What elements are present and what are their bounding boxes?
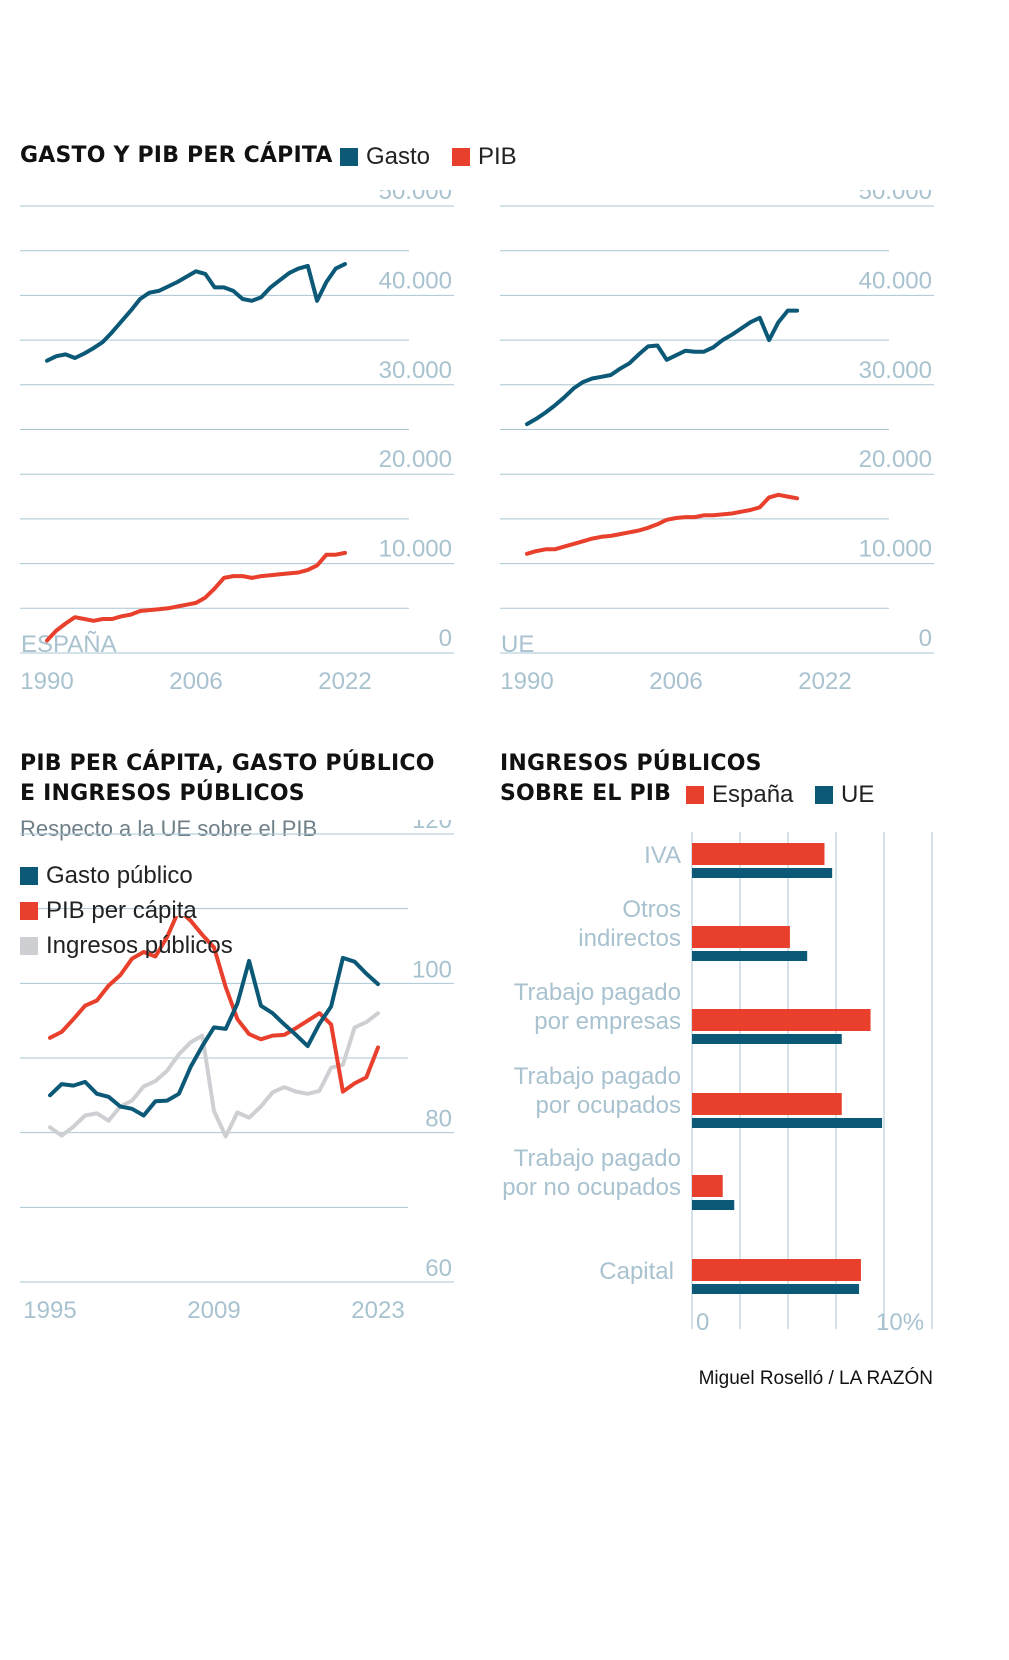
- category-label: por no ocupados: [502, 1174, 681, 1201]
- x-tick-label: 1995: [23, 1297, 76, 1324]
- y-tick-label: 10.000: [859, 536, 932, 563]
- relative-to-eu-chart: 60 80 100 120 1995 2009 2023: [20, 820, 454, 1324]
- y-tick-label: 20.000: [379, 446, 452, 473]
- y-tick-label: 20.000: [859, 446, 932, 473]
- y-tick-label: 0: [919, 625, 932, 652]
- legend-espana: España: [686, 781, 793, 809]
- legend-pib-per-capita: PIB per cápita: [20, 897, 197, 925]
- credit: Miguel Roselló / LA RAZÓN: [698, 1368, 933, 1389]
- y-tick-label: 60: [425, 1255, 452, 1282]
- pib-swatch-icon: [452, 148, 470, 166]
- legend-gasto-publico: Gasto público: [20, 862, 193, 890]
- x-tick-label: 2009: [187, 1297, 240, 1324]
- gasto-line: [45, 262, 347, 363]
- y-tick-label: 120: [412, 820, 452, 834]
- x-tick-label: 10%: [876, 1309, 924, 1336]
- gasto-line: [525, 308, 800, 427]
- ue-bar: [692, 868, 833, 878]
- ue-bar: [692, 951, 808, 961]
- legend-gasto-publico-label: Gasto público: [46, 862, 193, 889]
- y-tick-label: 10.000: [379, 536, 452, 563]
- pib-line: [525, 492, 800, 556]
- y-tick-label: 50.000: [859, 190, 932, 205]
- legend-ingresos-publicos-label: Ingresos públicos: [46, 932, 233, 959]
- espana-bar: [692, 1259, 861, 1281]
- ue-swatch-icon: [815, 786, 833, 804]
- x-tick-label: 1990: [500, 668, 553, 695]
- ingresos-publicos-swatch-icon: [20, 937, 38, 955]
- x-tick-label: 1990: [20, 668, 73, 695]
- x-tick-label: 0: [696, 1309, 709, 1336]
- legend-gasto-label: Gasto: [366, 143, 431, 170]
- espana-bar: [692, 1009, 871, 1031]
- category-label: Trabajo pagado: [514, 979, 681, 1006]
- gasto-publico-line: [48, 955, 380, 1118]
- legend-ue: UE: [815, 781, 874, 809]
- y-tick-label: 50.000: [379, 190, 452, 205]
- legend-pib-per-capita-label: PIB per cápita: [46, 897, 197, 924]
- y-tick-label: 30.000: [379, 357, 452, 384]
- pib-line: [45, 550, 347, 643]
- espana-bar: [692, 843, 825, 865]
- y-tick-label: 40.000: [379, 267, 452, 294]
- bottom-left-title-line2: E INGRESOS PÚBLICOS: [20, 781, 305, 806]
- category-label: Capital: [599, 1258, 674, 1285]
- bottom-left-title-line1: PIB PER CÁPITA, GASTO PÚBLICO: [20, 751, 435, 776]
- espana-bar: [692, 1175, 723, 1197]
- x-tick-label: 2006: [169, 668, 222, 695]
- espana-bar: [692, 1093, 842, 1115]
- legend-espana-label: España: [712, 781, 794, 808]
- category-label: Trabajo pagado: [514, 1063, 681, 1090]
- ue-bar: [692, 1284, 860, 1294]
- y-tick-label: 80: [425, 1106, 452, 1133]
- panel-label-ue: UE: [501, 631, 534, 658]
- bottom-right-title-line2: SOBRE EL PIB: [500, 781, 672, 806]
- x-tick-label: 2006: [649, 668, 702, 695]
- bottom-left-subtitle: Respecto a la UE sobre el PIB: [20, 816, 318, 841]
- legend-ue-label: UE: [841, 781, 875, 808]
- category-label: IVA: [644, 842, 681, 869]
- pib-per-capita-swatch-icon: [20, 902, 38, 920]
- spain-spending-gdp-chart: 0 10.000 20.000 30.000 40.000 50.000 1990 2006 2…: [20, 190, 454, 695]
- legend-gasto: Gasto: [340, 143, 430, 171]
- ue-bar: [692, 1118, 883, 1128]
- bottom-right-title-line1: INGRESOS PÚBLICOS: [500, 751, 762, 776]
- gasto-publico-swatch-icon: [20, 867, 38, 885]
- legend-pib: PIB: [452, 143, 517, 171]
- legend-ingresos-publicos: Ingresos públicos: [20, 932, 233, 960]
- y-tick-label: 100: [412, 956, 452, 983]
- x-tick-label: 2022: [318, 668, 371, 695]
- category-label: indirectos: [578, 925, 681, 952]
- x-tick-label: 2022: [798, 668, 851, 695]
- category-label: por empresas: [534, 1008, 681, 1035]
- panel-label-espana: ESPAÑA: [21, 631, 117, 658]
- category-label: por ocupados: [536, 1092, 681, 1119]
- espana-bar: [692, 926, 790, 948]
- category-label: Trabajo pagado: [514, 1145, 681, 1172]
- ue-bar: [692, 1200, 735, 1210]
- gasto-swatch-icon: [340, 148, 358, 166]
- category-label: Otros: [622, 896, 681, 923]
- top-chart-title: GASTO Y PIB PER CÁPITA: [20, 143, 333, 168]
- espana-swatch-icon: [686, 786, 704, 804]
- ingresos-publicos-line: [48, 1011, 380, 1139]
- y-tick-label: 30.000: [859, 357, 932, 384]
- eu-spending-gdp-chart: 0 10.000 20.000 30.000 40.000 50.000 1990 2006 2…: [500, 190, 934, 695]
- y-tick-label: 0: [439, 625, 452, 652]
- x-tick-label: 2023: [351, 1297, 404, 1324]
- ue-bar: [692, 1034, 842, 1044]
- y-tick-label: 40.000: [859, 267, 932, 294]
- legend-pib-label: PIB: [478, 143, 517, 170]
